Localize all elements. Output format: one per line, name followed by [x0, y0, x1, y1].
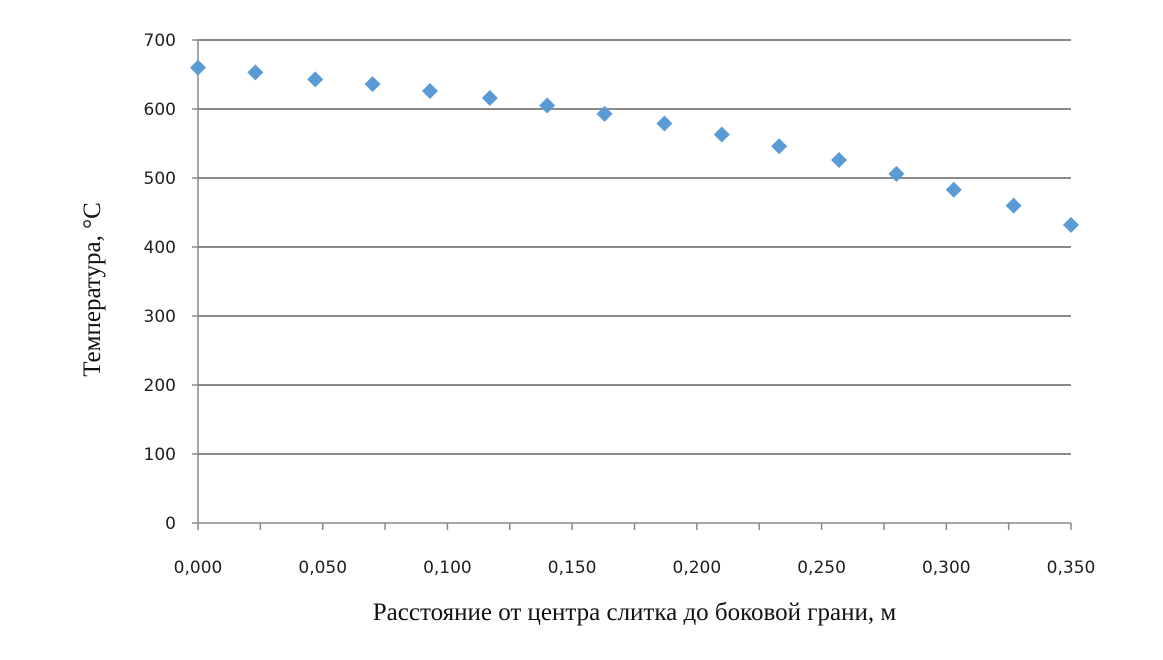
data-point	[596, 105, 613, 122]
data-point	[307, 71, 324, 88]
data-point	[771, 138, 788, 155]
data-point	[481, 89, 498, 106]
y-tick-label: 600	[144, 100, 176, 120]
x-tick-label: 0,000	[174, 558, 223, 578]
y-tick-label: 700	[144, 31, 176, 51]
data-point	[831, 152, 848, 169]
data-point	[945, 181, 962, 198]
x-axis-title: Расстояние от центра слитка до боковой г…	[373, 599, 897, 626]
y-tick-label: 0	[165, 514, 176, 534]
y-tick-label: 500	[144, 169, 176, 189]
x-tick-label: 0,150	[548, 558, 597, 578]
data-points	[190, 59, 1079, 233]
y-axis-title: Температура, °C	[79, 202, 106, 377]
data-point	[713, 126, 730, 143]
data-point	[1005, 197, 1022, 214]
x-tick-label: 0,050	[298, 558, 347, 578]
y-tick-label: 400	[144, 238, 176, 258]
y-tick-label: 200	[144, 376, 176, 396]
y-tick-label: 100	[144, 445, 176, 465]
data-point	[247, 64, 264, 81]
x-tick-label: 0,100	[423, 558, 472, 578]
axes	[192, 39, 1072, 530]
data-point	[1063, 216, 1079, 233]
data-point	[421, 83, 438, 100]
gridlines	[198, 39, 1071, 455]
data-point	[888, 165, 905, 182]
data-point	[190, 59, 206, 76]
data-point	[539, 97, 556, 114]
y-tick-label: 300	[144, 307, 176, 327]
x-tick-label: 0,300	[922, 558, 971, 578]
x-tick-label: 0,350	[1047, 558, 1096, 578]
data-point	[656, 115, 673, 132]
x-tick-label: 0,200	[673, 558, 722, 578]
tick-labels: 0 100 200 300 400 500 600 700 0,000 0,050 0,100 0,1…	[144, 31, 1096, 578]
x-tick-label: 0,250	[797, 558, 846, 578]
data-point	[364, 76, 381, 93]
